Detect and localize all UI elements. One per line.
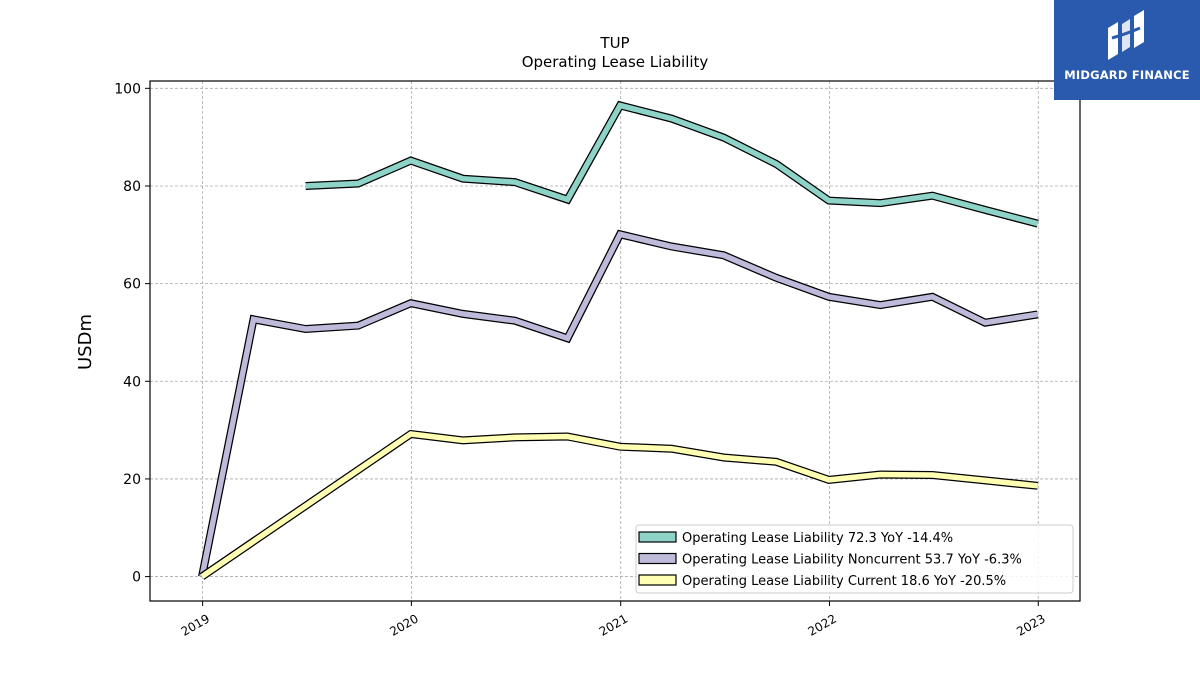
x-tick-label: 2021 — [597, 611, 630, 638]
chart-title: TUP — [599, 34, 629, 52]
y-axis-label: USDm — [75, 314, 96, 370]
legend-label-2: Operating Lease Liability Noncurrent 53.… — [682, 553, 1022, 568]
y-tick-label: 40 — [123, 374, 141, 390]
x-tick-label: 2023 — [1014, 611, 1047, 638]
series-line-1 — [305, 102, 1039, 227]
y-tick-label: 100 — [114, 81, 141, 97]
logo-mark-icon — [1108, 10, 1144, 60]
legend-box — [635, 524, 1074, 594]
y-tick-label: 80 — [123, 179, 141, 195]
x-tick-label: 2020 — [387, 611, 420, 638]
legend-swatch-1 — [638, 531, 677, 543]
logo-text: MIDGARD FINANCE — [1064, 68, 1190, 82]
y-tick-label: 60 — [123, 277, 141, 293]
x-tick-label: 2019 — [179, 611, 212, 638]
plot-frame — [149, 80, 1081, 602]
brand-logo: MIDGARD FINANCE — [1054, 0, 1200, 100]
chart-subtitle: Operating Lease Liability — [522, 53, 709, 71]
x-tick-label: 2022 — [806, 611, 839, 638]
legend-swatch-3 — [638, 574, 677, 586]
y-tick-label: 0 — [132, 570, 141, 586]
y-tick-label: 20 — [123, 472, 141, 488]
legend-label-3: Operating Lease Liability Current 18.6 Y… — [682, 574, 1006, 589]
legend-label-1: Operating Lease Liability 72.3 YoY -14.4… — [682, 531, 953, 546]
series-line-3 — [200, 431, 1038, 579]
series-line-2 — [199, 231, 1039, 578]
legend-swatch-2 — [638, 552, 677, 565]
